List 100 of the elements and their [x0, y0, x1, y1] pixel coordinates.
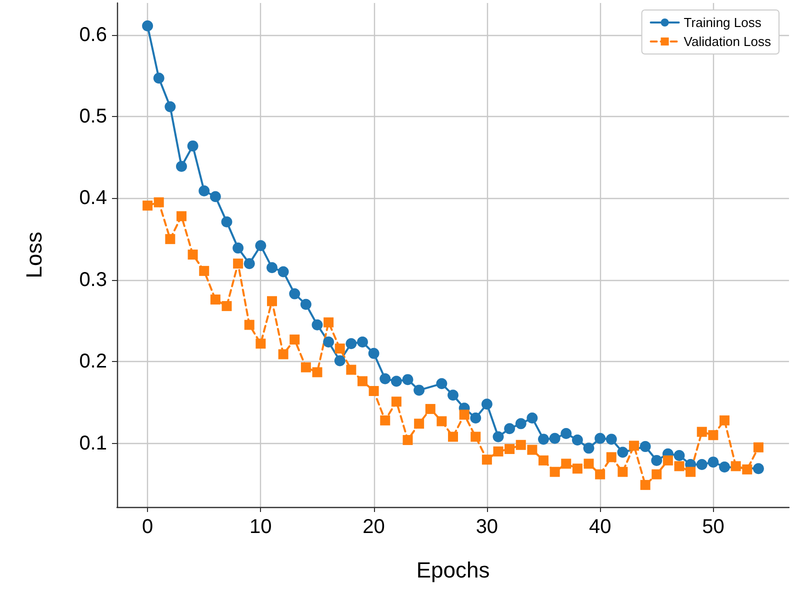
point	[323, 336, 334, 348]
point	[290, 334, 300, 345]
point	[266, 262, 278, 274]
point	[233, 258, 244, 269]
point	[414, 418, 424, 429]
legend-label: Training Loss	[684, 15, 762, 30]
point	[324, 317, 334, 328]
x-tick-label: 10	[250, 516, 272, 538]
point	[538, 455, 549, 466]
point	[346, 338, 357, 350]
point	[560, 428, 572, 439]
y-tick-label: 0.5	[79, 106, 107, 128]
point	[493, 446, 504, 456]
point	[504, 444, 515, 454]
point	[221, 216, 232, 228]
point	[459, 410, 470, 420]
point	[244, 320, 254, 330]
point	[436, 378, 448, 390]
point	[210, 191, 221, 202]
point	[708, 456, 719, 468]
point	[550, 466, 560, 477]
point	[210, 294, 220, 305]
point	[312, 367, 322, 378]
point	[629, 440, 640, 451]
point	[266, 296, 277, 306]
point	[686, 466, 696, 477]
point	[176, 160, 187, 172]
point	[164, 101, 176, 112]
point	[708, 430, 718, 440]
x-tick-label: 20	[362, 516, 385, 538]
x-tick-label: 0	[142, 516, 154, 538]
point	[222, 301, 232, 312]
point	[357, 336, 368, 348]
point	[380, 373, 391, 384]
point	[696, 459, 708, 470]
x-tick-label: 50	[702, 516, 724, 538]
point	[515, 418, 526, 430]
point	[390, 376, 402, 387]
point	[425, 404, 436, 414]
point	[278, 349, 288, 360]
point	[549, 432, 560, 444]
point	[538, 434, 550, 445]
point	[526, 412, 538, 424]
point	[232, 242, 244, 254]
point	[289, 288, 300, 300]
point	[651, 454, 662, 466]
point	[153, 72, 164, 84]
point	[572, 464, 582, 474]
point	[606, 452, 616, 462]
point	[752, 463, 764, 474]
y-tick-label: 0.4	[79, 187, 107, 210]
point	[256, 338, 266, 349]
point	[652, 469, 662, 480]
point	[357, 376, 368, 386]
point	[334, 344, 345, 354]
point	[640, 480, 650, 490]
point	[719, 461, 730, 472]
point	[595, 469, 606, 480]
x-tick-label: 30	[476, 516, 498, 538]
point	[244, 258, 255, 270]
point	[696, 426, 707, 437]
point	[402, 374, 414, 386]
point	[278, 266, 289, 278]
point	[527, 444, 538, 455]
point	[572, 434, 583, 446]
point	[504, 423, 516, 434]
point	[188, 250, 198, 260]
point	[481, 398, 492, 410]
point	[154, 197, 164, 208]
point	[300, 298, 312, 310]
point	[730, 461, 741, 472]
y-tick-label: 0.6	[79, 24, 107, 46]
point	[662, 455, 673, 466]
point	[300, 362, 311, 372]
x-axis-title: Epochs	[416, 558, 490, 582]
point	[142, 20, 154, 32]
point	[594, 432, 606, 444]
point	[142, 200, 153, 211]
point	[198, 185, 210, 196]
point	[584, 458, 594, 469]
y-tick-label: 0.2	[79, 350, 107, 373]
point	[516, 440, 526, 450]
y-tick-label: 0.3	[79, 268, 107, 291]
point	[640, 441, 651, 452]
point	[674, 461, 684, 472]
point	[720, 415, 730, 426]
point	[312, 319, 323, 330]
point	[674, 450, 685, 462]
point	[165, 234, 176, 244]
point	[199, 266, 210, 276]
y-tick-label: 0.1	[79, 432, 107, 454]
point	[742, 464, 752, 474]
point	[368, 386, 379, 396]
x-tick-label: 40	[588, 516, 612, 538]
point	[176, 211, 186, 222]
point	[187, 140, 198, 152]
point	[606, 434, 617, 445]
point	[492, 431, 504, 442]
legend-label: Validation Loss	[684, 34, 772, 49]
point	[618, 466, 628, 477]
